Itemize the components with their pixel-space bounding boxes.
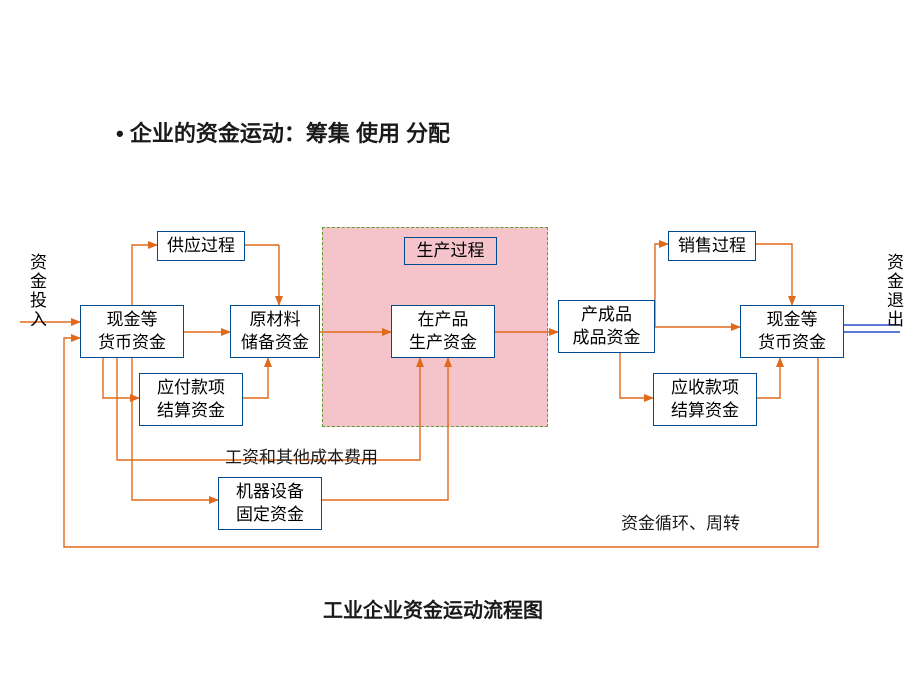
l2: 结算资金 (157, 400, 225, 423)
l2: 生产资金 (409, 332, 477, 355)
node-equip: 机器设备固定资金 (218, 477, 322, 530)
l1: 机器设备 (236, 481, 304, 504)
l1: 现金等 (767, 309, 818, 332)
label: 供应过程 (167, 235, 235, 258)
node-ap: 应付款项结算资金 (139, 373, 243, 426)
l2: 货币资金 (758, 332, 826, 355)
l2: 结算资金 (671, 400, 739, 423)
l1: 产成品 (581, 304, 632, 327)
label: 销售过程 (678, 235, 746, 258)
l1: 应收款项 (671, 377, 739, 400)
node-cash1: 现金等货币资金 (80, 305, 184, 358)
node-wip: 在产品生产资金 (391, 305, 495, 358)
label: 生产过程 (417, 240, 485, 263)
node-supply: 供应过程 (157, 231, 245, 261)
node-ar: 应收款项结算资金 (653, 373, 757, 426)
caption: 工业企业资金运动流程图 (323, 594, 543, 623)
node-cash2: 现金等货币资金 (740, 305, 844, 358)
text-wages: 工资和其他成本费用 (225, 443, 378, 468)
vlabel-out: 资金退出 (881, 253, 906, 329)
l1: 在产品 (418, 309, 469, 332)
text-cycle: 资金循环、周转 (621, 509, 740, 534)
l1: 现金等 (107, 309, 158, 332)
l2: 货币资金 (98, 332, 166, 355)
l2: 成品资金 (573, 327, 641, 350)
vlabel-in: 资金投入 (24, 253, 49, 329)
l1: 原材料 (250, 309, 301, 332)
node-finished: 产成品成品资金 (558, 300, 655, 353)
diagram-canvas: • 企业的资金运动：筹集 使用 分配 供应过程 生产过程 销售过程 现金等货币资… (0, 0, 920, 690)
node-raw: 原材料储备资金 (230, 305, 320, 358)
node-sale: 销售过程 (668, 231, 756, 261)
l2: 固定资金 (236, 504, 304, 527)
l1: 应付款项 (157, 377, 225, 400)
l2: 储备资金 (241, 332, 309, 355)
node-prod-proc: 生产过程 (404, 237, 497, 265)
